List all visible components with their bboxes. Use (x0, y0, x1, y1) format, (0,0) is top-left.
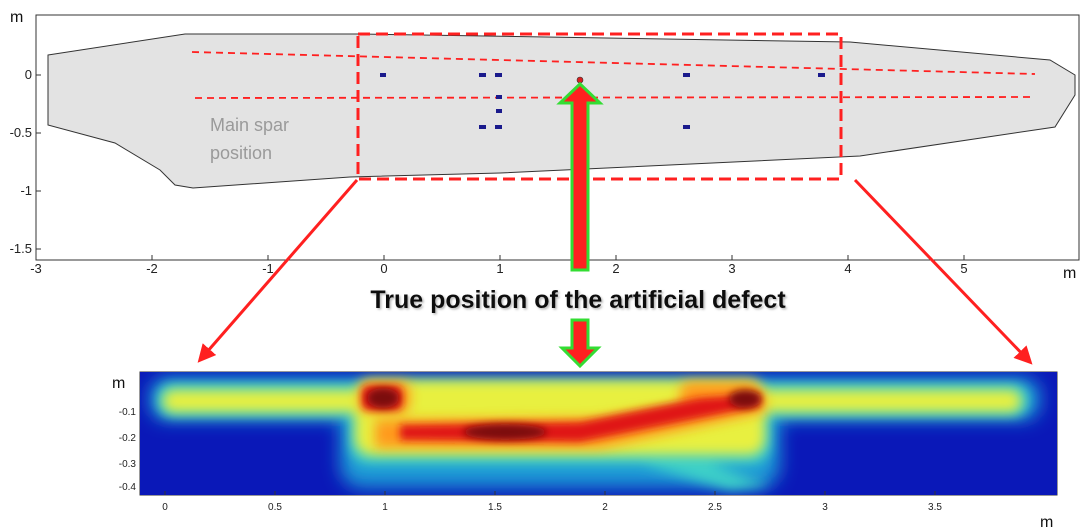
sensor-marker (683, 125, 690, 129)
sensor-marker (495, 73, 502, 77)
top-x-ticks (35, 255, 965, 260)
bottom-x-ticks (164, 491, 936, 495)
top-x-tick-label: 5 (960, 261, 967, 276)
bottom-x-tick-label: 2.5 (708, 502, 722, 513)
top-plot: Main spar position -3 -2 -1 0 1 2 3 4 5 … (10, 9, 1080, 282)
bottom-y-unit: m (112, 375, 125, 392)
bottom-y-tick-label: -0.4 (119, 482, 137, 493)
bottom-x-tick-label: 3.5 (928, 502, 942, 513)
zoom-box (356, 32, 843, 181)
bottom-x-tick-label: 0 (162, 502, 168, 513)
top-y-tick-label: -1 (20, 183, 32, 198)
bottom-x-tick-label: 1 (382, 502, 388, 513)
bottom-x-tick-label: 1.5 (488, 502, 502, 513)
sensor-marker (818, 73, 825, 77)
bottom-x-tick-label: 0.5 (268, 502, 282, 513)
bottom-y-tick-label: -0.1 (119, 407, 137, 418)
top-x-tick-label: 3 (728, 261, 735, 276)
bottom-y-tick-label: -0.2 (119, 433, 137, 444)
blade-outline (47, 33, 1076, 189)
top-x-tick-label: 2 (612, 261, 619, 276)
annotation-headline: True position of the artificial defect (370, 286, 786, 314)
top-x-tick-label: -1 (262, 261, 274, 276)
top-y-tick-label: -1.5 (10, 241, 32, 256)
top-y-ticks (36, 74, 41, 250)
top-x-tick-label: 4 (844, 261, 851, 276)
top-x-tick-label: -3 (30, 261, 42, 276)
heatmap: 0 0.5 1 1.5 2 2.5 3 3.5 -0.1 -0.2 -0.3 -… (112, 371, 1058, 531)
headline-backdrop (312, 282, 860, 316)
bottom-x-tick-label: 2 (602, 502, 608, 513)
top-x-tick-label: 1 (496, 261, 503, 276)
sensor-marker (495, 125, 502, 129)
top-y-tick-label: -0.5 (10, 125, 32, 140)
top-y-tick-label: 0 (25, 67, 32, 82)
sensor-marker (496, 95, 502, 99)
bottom-y-tick-label: -0.3 (119, 459, 137, 470)
spar-label-line1: Main spar (210, 115, 289, 135)
top-x-tick-label: 0 (380, 261, 387, 276)
sensor-markers (380, 73, 825, 129)
sensor-marker (479, 73, 486, 77)
sensor-marker (479, 125, 486, 129)
top-x-tick-label: -2 (146, 261, 158, 276)
defect-arrow-down (558, 318, 602, 369)
bottom-x-tick-label: 3 (822, 502, 828, 513)
spar-line-lower (194, 96, 1036, 99)
spar-label-line2: position (210, 143, 272, 163)
bottom-x-unit: m (1040, 514, 1053, 531)
defect-arrow-up (556, 81, 604, 272)
top-x-unit: m (1063, 265, 1076, 282)
spar-line-upper (191, 51, 1036, 75)
zoom-arrows (197, 178, 1033, 365)
top-y-unit: m (10, 9, 23, 26)
sensor-marker (380, 73, 386, 77)
sensor-marker (683, 73, 690, 77)
zoom-arrow-right (853, 178, 1033, 365)
sensor-marker (496, 109, 502, 113)
zoom-arrow-left (197, 179, 359, 363)
